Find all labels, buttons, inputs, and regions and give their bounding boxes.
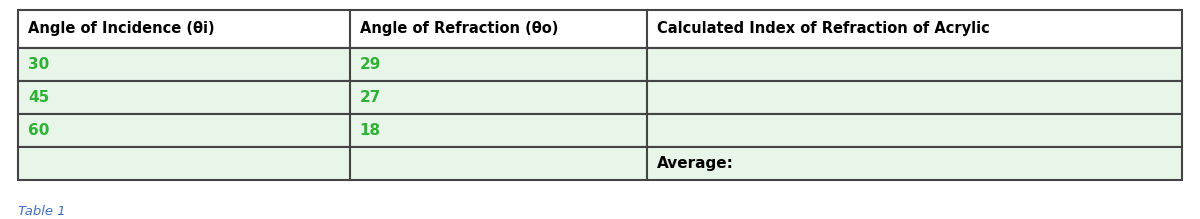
Text: Average:: Average: — [656, 156, 733, 171]
Bar — [18, 147, 1182, 180]
Text: Table 1: Table 1 — [18, 205, 66, 218]
Text: Angle of Incidence (θi): Angle of Incidence (θi) — [28, 21, 215, 37]
Text: Calculated Index of Refraction of Acrylic: Calculated Index of Refraction of Acryli… — [656, 21, 989, 37]
Text: 60: 60 — [28, 123, 49, 138]
Text: 29: 29 — [360, 57, 382, 72]
Text: Angle of Refraction (θo): Angle of Refraction (θo) — [360, 21, 558, 37]
Text: 27: 27 — [360, 90, 382, 105]
Bar — [18, 114, 1182, 147]
Bar — [18, 10, 1182, 48]
Bar — [18, 48, 1182, 81]
Text: 30: 30 — [28, 57, 49, 72]
Text: 18: 18 — [360, 123, 380, 138]
Text: 45: 45 — [28, 90, 49, 105]
Bar — [18, 81, 1182, 114]
